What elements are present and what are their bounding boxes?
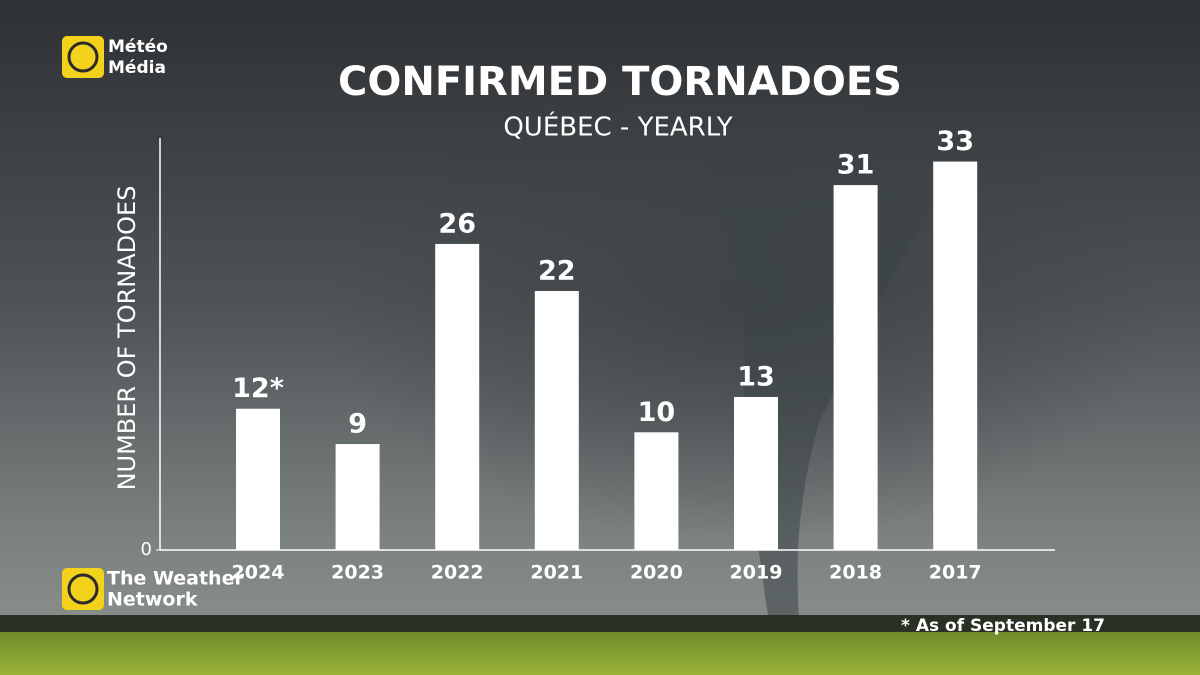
bar (534, 291, 579, 550)
bar (734, 396, 778, 550)
logo-text: Météo (108, 37, 168, 57)
bar (435, 243, 480, 550)
bar (933, 161, 978, 551)
logo-text: Média (108, 58, 166, 78)
logo-text: The Weather (107, 568, 244, 590)
value-label: 10 (638, 397, 676, 428)
footnote: * As of September 17 (901, 616, 1105, 636)
chart-title: CONFIRMED TORNADOES (338, 59, 902, 105)
y-tick-label: 0 (141, 539, 152, 560)
bar (236, 408, 280, 550)
chart-subtitle: QUÉBEC - YEARLY (503, 111, 732, 143)
x-tick-label: 2018 (829, 562, 882, 584)
value-label: 9 (348, 409, 367, 440)
x-tick-label: 2022 (431, 562, 484, 584)
bar (335, 444, 380, 550)
x-tick-label: 2021 (530, 562, 583, 584)
bar (833, 185, 878, 551)
bar (634, 432, 679, 550)
x-tick-label: 2019 (730, 562, 783, 584)
tree-line (0, 615, 1200, 635)
value-label: 22 (538, 256, 576, 287)
value-label: 26 (438, 208, 476, 239)
x-tick-label: 2020 (630, 562, 683, 584)
logo-icon-mark (67, 573, 99, 605)
logo-text: Network (107, 589, 198, 611)
x-tick-label: 2017 (929, 562, 982, 584)
value-label: 12* (232, 373, 284, 404)
y-axis-label: NUMBER OF TORNADOES (113, 186, 141, 491)
field (0, 632, 1200, 675)
logo-icon-mark (67, 41, 99, 73)
value-label: 13 (737, 361, 775, 392)
x-tick-label: 2024 (232, 562, 285, 584)
x-tick-label: 2023 (331, 562, 384, 584)
value-label: 33 (936, 126, 974, 157)
value-label: 31 (837, 150, 875, 181)
